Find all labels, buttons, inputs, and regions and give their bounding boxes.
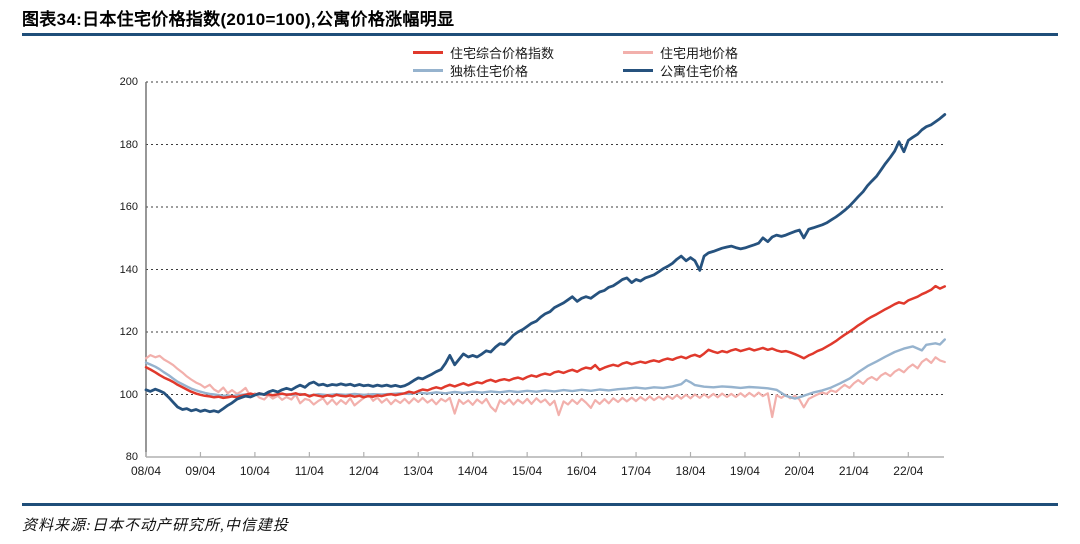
legend-label-land: 住宅用地价格 [660, 45, 739, 61]
legend-item-composite: 住宅综合价格指数 [413, 44, 599, 61]
x-tick-label-15/04: 15/04 [512, 464, 543, 478]
series-独栋住宅价格 [144, 338, 946, 400]
legend-item-condo: 公寓住宅价格 [623, 62, 773, 79]
x-tick-label-13/04: 13/04 [403, 464, 434, 478]
y-tick-label-100: 100 [119, 388, 138, 401]
legend-item-detached: 独栋住宅价格 [413, 62, 599, 79]
x-tick-label-17/04: 17/04 [621, 464, 652, 478]
x-tick-label-20/04: 20/04 [784, 464, 815, 478]
x-tick-label-11/04: 11/04 [294, 464, 324, 478]
source-note: 资料来源:日本不动产研究所,中信建投 [22, 518, 289, 534]
y-tick-label-160: 160 [119, 201, 138, 213]
x-tick-label-18/04: 18/04 [675, 464, 706, 478]
x-tick-label-19/04: 19/04 [729, 464, 760, 478]
x-tick-label-12/04: 12/04 [348, 464, 379, 478]
series-住宅用地价格 [144, 354, 946, 419]
x-tick-label-14/04: 14/04 [457, 464, 488, 478]
bottom-divider-rule [22, 503, 1058, 506]
legend-label-composite: 住宅综合价格指数 [450, 45, 555, 61]
land-line-swatch [623, 50, 653, 54]
figure-title: 图表34:日本住宅价格指数(2010=100),公寓价格涨幅明显 [22, 10, 455, 29]
x-tick-label-21/04: 21/04 [838, 464, 869, 478]
y-tick-label-140: 140 [119, 263, 138, 276]
y-tick-label-80: 80 [125, 451, 138, 463]
x-tick-label-10/04: 10/04 [239, 464, 270, 478]
legend-label-condo: 公寓住宅价格 [660, 63, 739, 79]
x-tick-label-09/04: 09/04 [185, 464, 216, 478]
detached-line-swatch [413, 68, 443, 72]
x-tick-label-16/04: 16/04 [566, 464, 597, 478]
condo-line-swatch [623, 68, 653, 72]
y-tick-label-200: 200 [119, 76, 138, 88]
series-住宅综合价格指数 [144, 284, 947, 400]
chart-legend: 住宅综合价格指数 住宅用地价格 独栋住宅价格 公寓住宅价格 [413, 44, 773, 79]
composite-line-swatch [413, 50, 443, 54]
y-tick-label-180: 180 [119, 138, 138, 151]
x-tick-label-08/04: 08/04 [130, 464, 162, 478]
legend-item-land: 住宅用地价格 [623, 44, 773, 61]
y-tick-label-120: 120 [119, 326, 138, 338]
legend-label-detached: 独栋住宅价格 [450, 63, 529, 79]
series-公寓住宅价格 [144, 113, 947, 414]
x-tick-label-22/04: 22/04 [893, 464, 924, 478]
top-divider-rule [22, 33, 1058, 36]
